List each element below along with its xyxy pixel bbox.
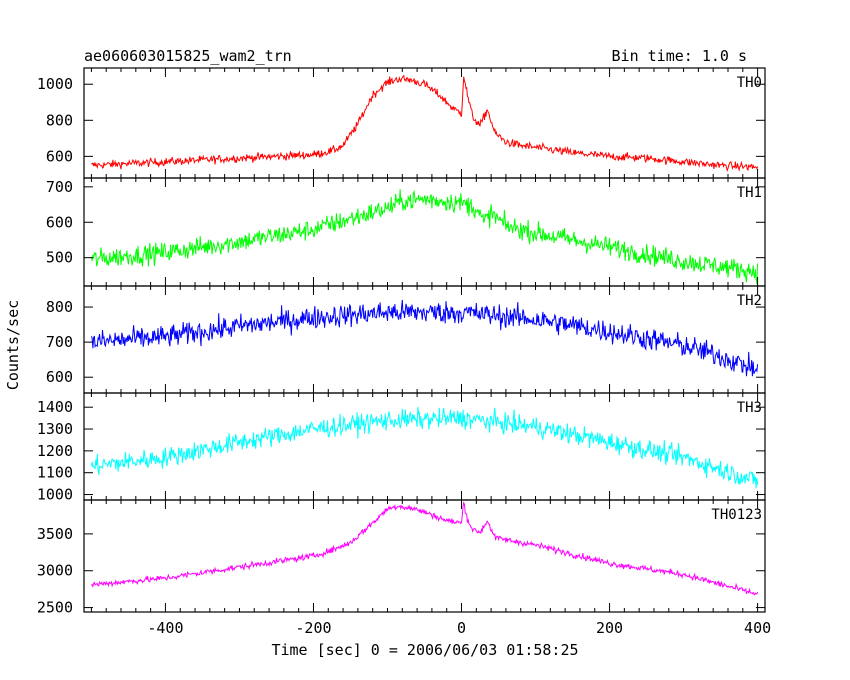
panel-th0123: 2500 3000 3500 TH0123 — [37, 499, 766, 617]
series-name-label: TH1 — [737, 185, 762, 201]
x-tick-label: 0 — [457, 619, 466, 637]
y-tick-label: 3000 — [37, 562, 73, 580]
chart-title: ae060603015825_wam2_trn — [84, 47, 292, 65]
y-tick-label: 1300 — [37, 420, 73, 438]
series-line-th3 — [90, 407, 759, 489]
series-line-th2 — [90, 299, 759, 377]
series-line-th0123 — [90, 501, 759, 596]
x-tick-label: 200 — [596, 619, 623, 637]
y-tick-label: 600 — [46, 147, 73, 165]
y-tick-label: 700 — [46, 333, 73, 351]
series-name-label: TH3 — [737, 400, 762, 416]
y-axis-label: Counts/sec — [4, 300, 22, 390]
y-tick-label: 1400 — [37, 398, 73, 416]
panel-th3: 1000 1100 1200 1300 1400 TH3 — [37, 392, 766, 504]
y-tick-label: 700 — [46, 178, 73, 196]
y-tick-label: 600 — [46, 213, 73, 231]
y-tick-label: 600 — [46, 368, 73, 386]
panel-frame — [83, 392, 766, 501]
bin-time-label: Bin time: 1.0 s — [612, 47, 747, 65]
panels-group: 600 800 1000 TH0 500 600 700 TH1 600 700 800 TH2 100… — [37, 67, 771, 637]
y-tick-label: 1100 — [37, 464, 73, 482]
x-tick-label: -400 — [147, 619, 183, 637]
series-line-th0 — [91, 74, 759, 173]
y-tick-label: 2500 — [37, 599, 73, 617]
y-tick-label: 800 — [46, 298, 73, 316]
panel-frame — [83, 177, 766, 287]
panel-th1: 500 600 700 TH1 — [46, 177, 766, 287]
panel-th0: 600 800 1000 TH0 — [37, 67, 766, 179]
y-tick-label: 800 — [46, 111, 73, 129]
series-line-th1 — [90, 189, 759, 285]
x-axis-label: Time [sec] 0 = 2006/06/03 01:58:25 — [271, 641, 578, 659]
panel-th2: 600 700 800 TH2 — [46, 285, 766, 394]
series-name-label: TH0 — [737, 75, 762, 91]
x-tick-label: -200 — [295, 619, 331, 637]
y-tick-label: 500 — [46, 249, 73, 267]
y-tick-label: 1200 — [37, 442, 73, 460]
series-name-label: TH0123 — [711, 507, 762, 523]
series-name-label: TH2 — [737, 293, 762, 309]
y-tick-label: 3500 — [37, 525, 73, 543]
panel-frame — [83, 499, 766, 613]
x-tick-label: 400 — [744, 619, 771, 637]
y-tick-label: 1000 — [37, 486, 73, 504]
y-tick-label: 1000 — [37, 75, 73, 93]
